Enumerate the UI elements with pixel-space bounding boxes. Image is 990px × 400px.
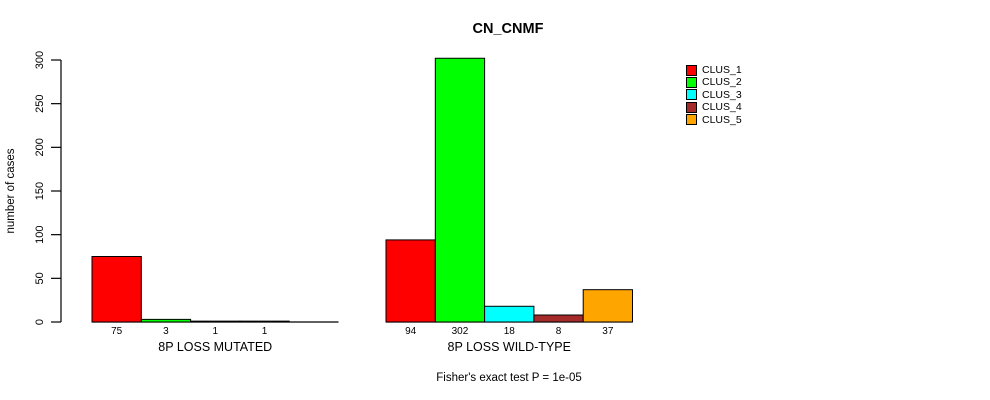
legend-label-clus_2: CLUS_2 bbox=[702, 76, 742, 89]
y-tick-label: 200 bbox=[34, 138, 46, 156]
bar-value-label: 3 bbox=[163, 326, 169, 337]
bar-value-label: 302 bbox=[452, 326, 469, 337]
bar-clus_3-group-1 bbox=[190, 320, 241, 323]
chart-title: CN_CNMF bbox=[473, 21, 544, 37]
bar-value-label: 94 bbox=[405, 326, 417, 337]
y-tick-label: 100 bbox=[34, 225, 46, 243]
bar-value-label: 75 bbox=[111, 326, 123, 337]
legend-item-clus_5: CLUS_5 bbox=[686, 114, 742, 126]
y-tick-label: 150 bbox=[34, 182, 46, 200]
bar-clus_1-group-2 bbox=[385, 239, 436, 323]
y-tick-label: 50 bbox=[34, 272, 46, 284]
bar-value-label: 18 bbox=[504, 326, 516, 337]
group-label-1: 8P LOSS MUTATED bbox=[158, 340, 272, 354]
y-tick-label: 0 bbox=[34, 319, 46, 325]
plot-area: 0 50 100 150 200 250 300 75 3 1 1 8P LOSS MUTATED 94… bbox=[34, 51, 634, 354]
bar-value-label: 37 bbox=[602, 326, 614, 337]
y-tick-label: 300 bbox=[34, 51, 46, 69]
legend-swatch-clus_1 bbox=[686, 64, 697, 76]
legend-label-clus_3: CLUS_3 bbox=[702, 88, 742, 101]
bar-clus_1-group-1 bbox=[91, 256, 142, 323]
group-label-2: 8P LOSS WILD-TYPE bbox=[448, 340, 571, 354]
legend-swatch-clus_2 bbox=[686, 77, 697, 89]
legend-label-clus_1: CLUS_1 bbox=[702, 63, 742, 76]
bar-clus_2-group-2 bbox=[434, 57, 486, 323]
bar-clus_3-group-2 bbox=[484, 305, 535, 323]
bar-value-label: 8 bbox=[556, 326, 562, 337]
bar-clus_4-group-2 bbox=[533, 314, 584, 323]
legend-label-clus_4: CLUS_4 bbox=[702, 101, 742, 114]
bar-clus_2-group-1 bbox=[140, 318, 192, 323]
legend: CLUS_1 CLUS_2 CLUS_3 CLUS_4 CLUS_5 bbox=[686, 64, 742, 126]
bar-value-label: 1 bbox=[262, 326, 268, 337]
legend-swatch-clus_3 bbox=[686, 89, 697, 101]
bar-clus_5-group-2 bbox=[582, 289, 634, 323]
bar-value-label: 1 bbox=[212, 326, 218, 337]
legend-swatch-clus_5 bbox=[686, 114, 697, 126]
legend-item-clus_1: CLUS_1 bbox=[686, 64, 742, 76]
caption-fisher-test: Fisher's exact test P = 1e-05 bbox=[436, 372, 582, 384]
y-tick-label: 250 bbox=[34, 94, 46, 112]
legend-label-clus_5: CLUS_5 bbox=[702, 113, 742, 126]
legend-item-clus_3: CLUS_3 bbox=[686, 89, 742, 101]
bar-clus_4-group-1 bbox=[239, 320, 290, 323]
legend-swatch-clus_4 bbox=[686, 101, 697, 113]
legend-item-clus_4: CLUS_4 bbox=[686, 101, 742, 113]
y-axis-title: number of cases bbox=[5, 148, 17, 233]
legend-item-clus_2: CLUS_2 bbox=[686, 76, 742, 89]
